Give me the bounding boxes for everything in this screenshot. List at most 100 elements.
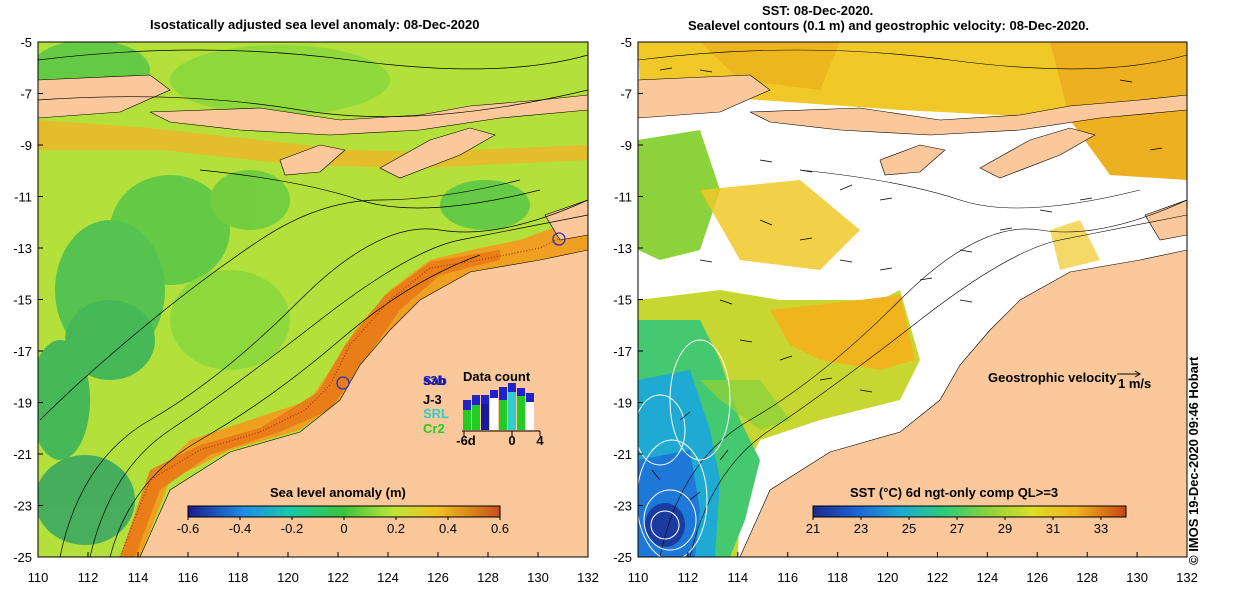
y-tick-label: -23 — [13, 499, 32, 514]
y-tick-label: -7 — [620, 87, 632, 102]
x-tick-label: 118 — [827, 570, 848, 585]
colorbar-tick-label: 27 — [950, 521, 964, 536]
australia-land — [139, 249, 588, 557]
y-tick-label: -21 — [13, 447, 32, 462]
sea-level-contours — [638, 339, 731, 557]
velocity-scale-arrow — [1117, 370, 1141, 378]
y-tick-label: -5 — [20, 35, 32, 50]
left-x-axis: 110 112 114 116 118 120 122 124 126 128 130 132 — [28, 552, 599, 585]
x-tick-label: 130 — [527, 570, 549, 585]
y-tick-label: -11 — [14, 190, 32, 205]
colorbar-tick-label: -0.2 — [281, 521, 303, 536]
x-tick-label: 116 — [178, 570, 199, 585]
y-tick-label: -7 — [20, 87, 32, 102]
right-bathymetry-contours — [638, 49, 1187, 557]
left-land — [38, 74, 588, 557]
y-tick-label: -15 — [13, 293, 32, 308]
right-y-axis: -5 -7 -9 -11 -13 -15 -17 -19 -21 -23 -25 — [613, 35, 643, 565]
x-tick-label: 128 — [1076, 570, 1098, 585]
y-tick-label: -19 — [13, 396, 32, 411]
sla-high-coastal-band — [120, 215, 588, 557]
data-count-axis-label: -6d — [456, 433, 476, 448]
sla-colorbar-label: Sea level anomaly (m) — [270, 485, 406, 500]
colorbar-tick-label: 0 — [340, 521, 347, 536]
left-map — [38, 42, 588, 557]
colorbar-tick-label: 0.6 — [491, 521, 509, 536]
colorbar-tick-label: 21 — [806, 521, 820, 536]
data-count-legend-srl: SRL — [423, 406, 449, 421]
right-map — [638, 42, 1187, 557]
x-tick-label: 128 — [477, 570, 499, 585]
left-map-title: Isostatically adjusted sea level anomaly… — [150, 17, 480, 32]
tide-gauge-broome[interactable] — [336, 376, 350, 390]
y-tick-label: -13 — [613, 241, 632, 256]
colorbar-tick-label: -0.4 — [229, 521, 251, 536]
data-count-axis-label: 0 — [508, 433, 515, 448]
colorbar-tick-label: 29 — [998, 521, 1012, 536]
y-tick-label: -19 — [613, 396, 632, 411]
australia-north-land — [544, 199, 588, 241]
sst-colorbar-label: SST (°C) 6d ngt-only comp QL>=3 — [850, 485, 1058, 500]
data-count-legend-cr2: Cr2 — [423, 421, 445, 436]
colorbar-tick-label: 0.2 — [387, 521, 405, 536]
y-tick-label: -9 — [20, 138, 32, 153]
data-count-legend-s3b: s3b — [423, 373, 445, 388]
sumba-island — [279, 144, 346, 176]
data-count-inset — [462, 383, 541, 436]
y-tick-label: -21 — [613, 447, 632, 462]
data-count-bars — [463, 383, 534, 430]
x-tick-label: 114 — [727, 570, 748, 585]
colorbar-tick-label: 0.4 — [439, 521, 457, 536]
y-tick-label: -5 — [620, 35, 632, 50]
imos-credit: © IMOS 19-Dec-2020 09:46 Hobart — [1186, 356, 1201, 565]
data-count-axis-label: 4 — [536, 433, 544, 448]
australia-north-land-right — [1144, 199, 1187, 241]
velocity-legend-scale: 1 m/s — [1118, 376, 1151, 391]
right-x-axis: 110 112 114 116 118 120 122 124 126 128 130 132 — [628, 552, 1198, 585]
right-land — [638, 74, 1187, 557]
x-tick-label: 118 — [228, 570, 249, 585]
timor-island — [379, 127, 496, 179]
y-tick-label: -9 — [620, 138, 632, 153]
java-land-right — [638, 74, 771, 119]
sla-low-regions — [38, 42, 530, 545]
x-tick-label: 120 — [277, 570, 299, 585]
y-tick-label: -17 — [13, 344, 32, 359]
right-map-title-line2: Sealevel contours (0.1 m) and geostrophi… — [688, 18, 1089, 33]
colorbar-tick-label: 31 — [1046, 521, 1060, 536]
left-y-axis: -5 -7 -9 -11 -13 -15 -17 -19 -21 -23 -25 — [13, 35, 43, 565]
x-tick-label: 130 — [1126, 570, 1148, 585]
sst-colorbar — [812, 505, 1127, 518]
y-tick-label: -15 — [613, 293, 632, 308]
y-tick-label: -11 — [614, 190, 632, 205]
y-tick-label: -23 — [613, 499, 632, 514]
x-tick-label: 132 — [577, 570, 599, 585]
x-tick-label: 116 — [777, 570, 798, 585]
australia-land-right — [739, 249, 1187, 557]
x-tick-label: 132 — [1176, 570, 1198, 585]
data-count-legend-j-3: J-3 — [423, 392, 442, 407]
x-tick-label: 124 — [977, 570, 999, 585]
sla-colorbar-ticks: -0.6 -0.4 -0.2 0 0.2 0.4 0.6 — [177, 517, 509, 536]
data-count-legend-sab: Sab — [423, 373, 447, 388]
x-tick-label: 112 — [678, 570, 699, 585]
lesser-sunda-islands-right — [749, 94, 1187, 136]
sla-colorbar — [187, 505, 501, 518]
x-tick-label: 114 — [128, 570, 149, 585]
x-tick-label: 124 — [377, 570, 399, 585]
colorbar-tick-label: 25 — [902, 521, 916, 536]
x-tick-label: 110 — [28, 570, 49, 585]
sumba-island-right — [879, 144, 946, 176]
left-bathymetry-contours — [38, 49, 588, 557]
colorbar-tick-label: 33 — [1094, 521, 1108, 536]
x-tick-label: 126 — [427, 570, 449, 585]
y-tick-label: -25 — [613, 550, 632, 565]
sst-colorbar-ticks: 21 23 25 27 29 31 33 — [806, 517, 1108, 536]
x-tick-label: 112 — [78, 570, 99, 585]
lesser-sunda-islands — [149, 94, 588, 136]
x-tick-label: 110 — [628, 570, 649, 585]
colorbar-tick-label: 23 — [854, 521, 868, 536]
tide-gauge-darwin[interactable] — [552, 232, 566, 246]
